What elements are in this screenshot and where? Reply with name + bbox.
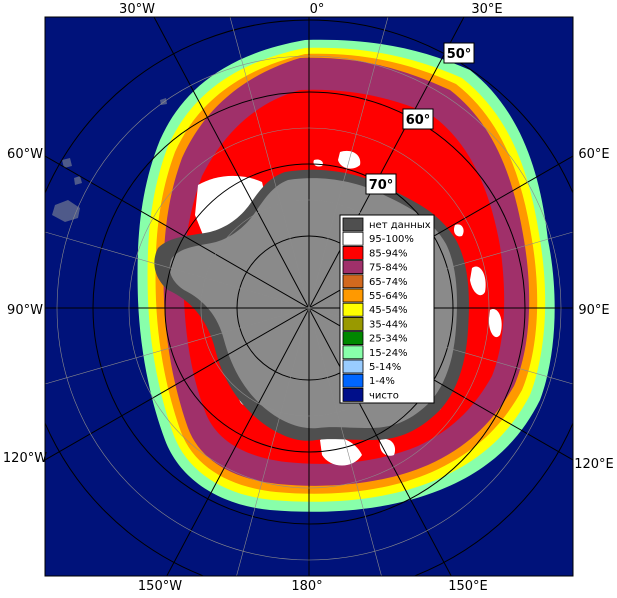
lon-label-0: 0° <box>310 2 325 17</box>
legend-swatch <box>342 373 364 388</box>
legend-label: 85-94% <box>369 248 408 259</box>
legend-swatch <box>342 359 364 374</box>
lat-label-50-box: 50° <box>443 42 475 64</box>
legend-label: 45-54% <box>369 305 408 316</box>
map-frame <box>44 16 574 577</box>
graticule-fine <box>45 17 573 576</box>
lon-label-90w: 90°W <box>7 303 43 318</box>
legend-label: 25-34% <box>369 334 408 345</box>
lat-label-60-box: 60° <box>402 108 434 130</box>
lon-label-60e: 60°E <box>578 147 609 162</box>
legend-label: нет данных <box>369 220 431 231</box>
lat-label-70: 70° <box>369 178 394 193</box>
legend-swatch <box>342 387 364 402</box>
legend-swatch <box>342 302 364 317</box>
lon-label-180: 180° <box>291 579 322 594</box>
lon-label-90e: 90°E <box>578 303 609 318</box>
legend-label: 75-84% <box>369 263 408 274</box>
lon-label-120e: 120°E <box>574 457 614 472</box>
legend-label: 15-24% <box>369 348 408 359</box>
lon-label-30e: 30°E <box>471 2 502 17</box>
lon-label-30w: 30°W <box>119 2 155 17</box>
lat-label-50: 50° <box>447 47 472 62</box>
legend-swatch <box>342 217 364 232</box>
legend-swatch <box>342 288 364 303</box>
legend-label: 1-4% <box>369 376 395 387</box>
legend-swatch <box>342 245 364 260</box>
lat-label-70-box: 70° <box>365 173 397 195</box>
legend-label: 5-14% <box>369 362 401 373</box>
legend-swatch <box>342 345 364 360</box>
legend-label: чисто <box>369 390 399 401</box>
lon-label-150w: 150°W <box>138 579 182 594</box>
legend-swatch <box>342 231 364 246</box>
legend-label: 35-44% <box>369 319 408 330</box>
lat-label-60: 60° <box>406 113 431 128</box>
lon-label-60w: 60°W <box>7 147 43 162</box>
legend-label: 95-100% <box>369 234 414 245</box>
legend-label: 55-64% <box>369 291 408 302</box>
legend-swatch <box>342 274 364 289</box>
islands <box>52 98 167 222</box>
legend-swatch <box>342 316 364 331</box>
lon-label-120w: 120°W <box>3 451 47 466</box>
legend-swatch <box>342 331 364 346</box>
legend-label: 65-74% <box>369 277 408 288</box>
legend: нет данных 95-100% 85-94% 75-84% 65-74% 55-64… <box>339 214 435 404</box>
lon-label-150e: 150°E <box>448 579 488 594</box>
legend-swatch <box>342 260 364 275</box>
